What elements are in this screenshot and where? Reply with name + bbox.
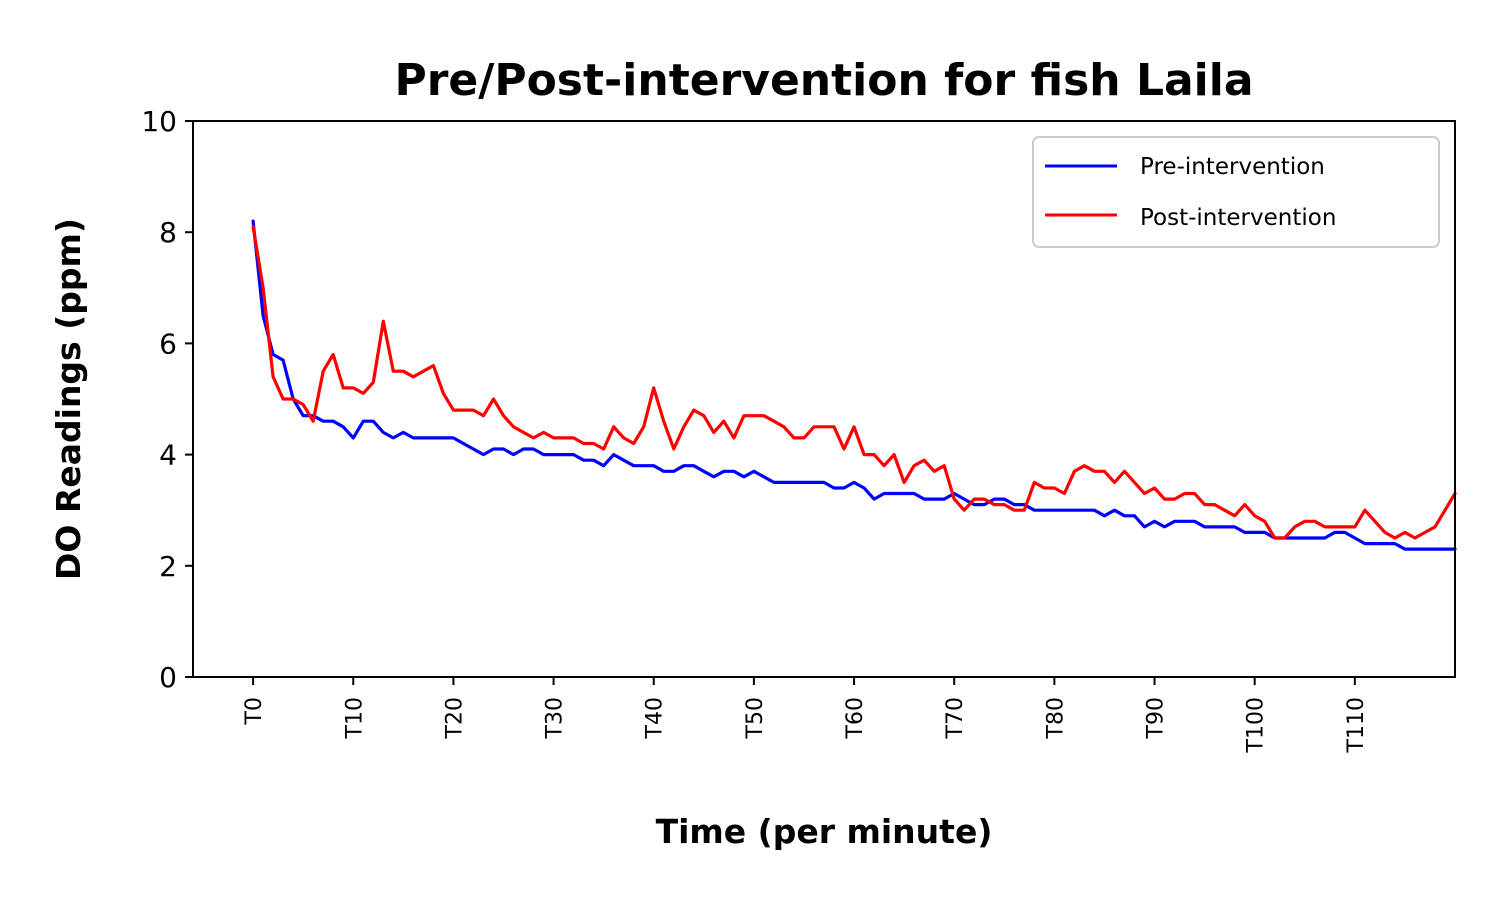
plot-area	[251, 219, 1457, 551]
series-line-post-intervention	[251, 225, 1457, 540]
x-tick-label: T100	[1244, 697, 1269, 753]
legend-label-pre: Pre-intervention	[1140, 154, 1325, 180]
x-tick-label: T60	[843, 697, 868, 739]
legend-label-post: Post-intervention	[1140, 205, 1336, 231]
x-tick-label: T80	[1043, 697, 1068, 739]
x-tick-label: T10	[342, 697, 367, 739]
x-axis: T0 T10 T20 T30 T40 T50 T60 T70 T80 T90 T100 T110	[242, 677, 1369, 753]
x-tick-label: T50	[743, 697, 768, 739]
legend-box	[1032, 136, 1440, 248]
legend: Pre-intervention Post-intervention	[1032, 136, 1440, 248]
y-axis-label: DO Readings (ppm)	[49, 218, 88, 580]
y-tick-label: 2	[159, 550, 177, 583]
x-tick-label: T20	[442, 697, 467, 739]
y-axis: 0 2 4 6 8 10	[141, 105, 193, 694]
y-tick-label: 4	[159, 439, 177, 472]
x-tick-label: T30	[543, 697, 568, 739]
x-tick-label: T90	[1144, 697, 1169, 739]
x-axis-label: Time (per minute)	[656, 812, 993, 851]
y-tick-label: 6	[159, 327, 177, 360]
y-tick-label: 8	[159, 216, 177, 249]
chart-title: Pre/Post-intervention for fish Laila	[394, 55, 1253, 106]
plot-frame	[192, 120, 1456, 678]
x-tick-label: T0	[242, 697, 267, 725]
x-tick-label: T40	[643, 697, 668, 739]
y-tick-label: 0	[159, 661, 177, 694]
y-tick-label: 10	[141, 105, 177, 138]
series-line-pre-intervention	[251, 219, 1457, 551]
x-tick-label: T110	[1344, 697, 1369, 753]
x-tick-label: T70	[943, 697, 968, 739]
